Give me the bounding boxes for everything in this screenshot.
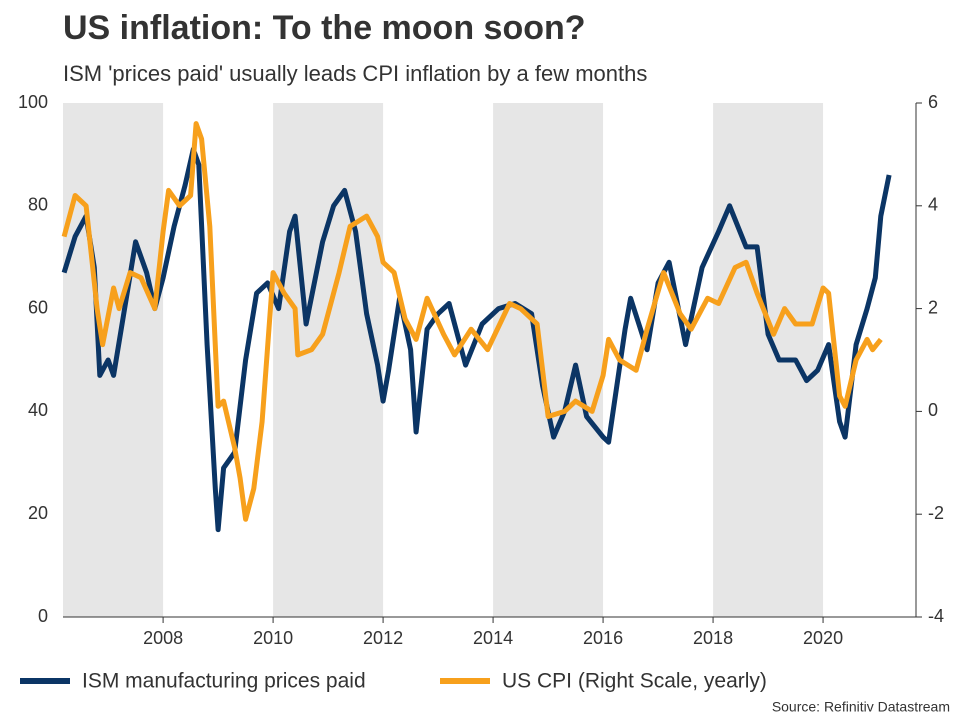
y-tick-label: 40: [28, 400, 48, 420]
y2-tick-label: 4: [928, 195, 938, 215]
period-shade: [63, 103, 164, 617]
x-tick-label: 2018: [693, 628, 733, 648]
chart-title: US inflation: To the moon soon?: [63, 9, 586, 47]
series-line: [61, 121, 883, 522]
y2-tick-label: -4: [928, 606, 944, 626]
x-tick-label: 2016: [583, 628, 623, 648]
y-tick-label: 60: [28, 297, 48, 317]
period-shade: [493, 103, 604, 617]
source: Source: Refinitiv Datastream: [772, 699, 950, 715]
y-tick-label: 100: [18, 92, 48, 112]
y2-tick-label: -2: [928, 503, 944, 523]
x-tick-label: 2012: [363, 628, 403, 648]
legend-label: US CPI (Right Scale, yearly): [502, 670, 767, 693]
y2-tick-label: 2: [928, 297, 938, 317]
x-tick-label: 2020: [803, 628, 843, 648]
series-line: [61, 146, 892, 533]
y2-tick-label: 6: [928, 92, 938, 112]
chart-subtitle: ISM 'prices paid' usually leads CPI infl…: [63, 61, 647, 86]
period-shade: [713, 103, 824, 617]
x-tick-label: 2010: [253, 628, 293, 648]
x-tick-label: 2008: [143, 628, 183, 648]
x-tick-label: 2014: [473, 628, 513, 648]
period-shade: [273, 103, 384, 617]
legend-label: ISM manufacturing prices paid: [82, 670, 366, 693]
y2-tick-label: 0: [928, 400, 938, 420]
y-tick-label: 0: [38, 606, 48, 626]
y-tick-label: 80: [28, 195, 48, 215]
y-tick-label: 20: [28, 503, 48, 523]
